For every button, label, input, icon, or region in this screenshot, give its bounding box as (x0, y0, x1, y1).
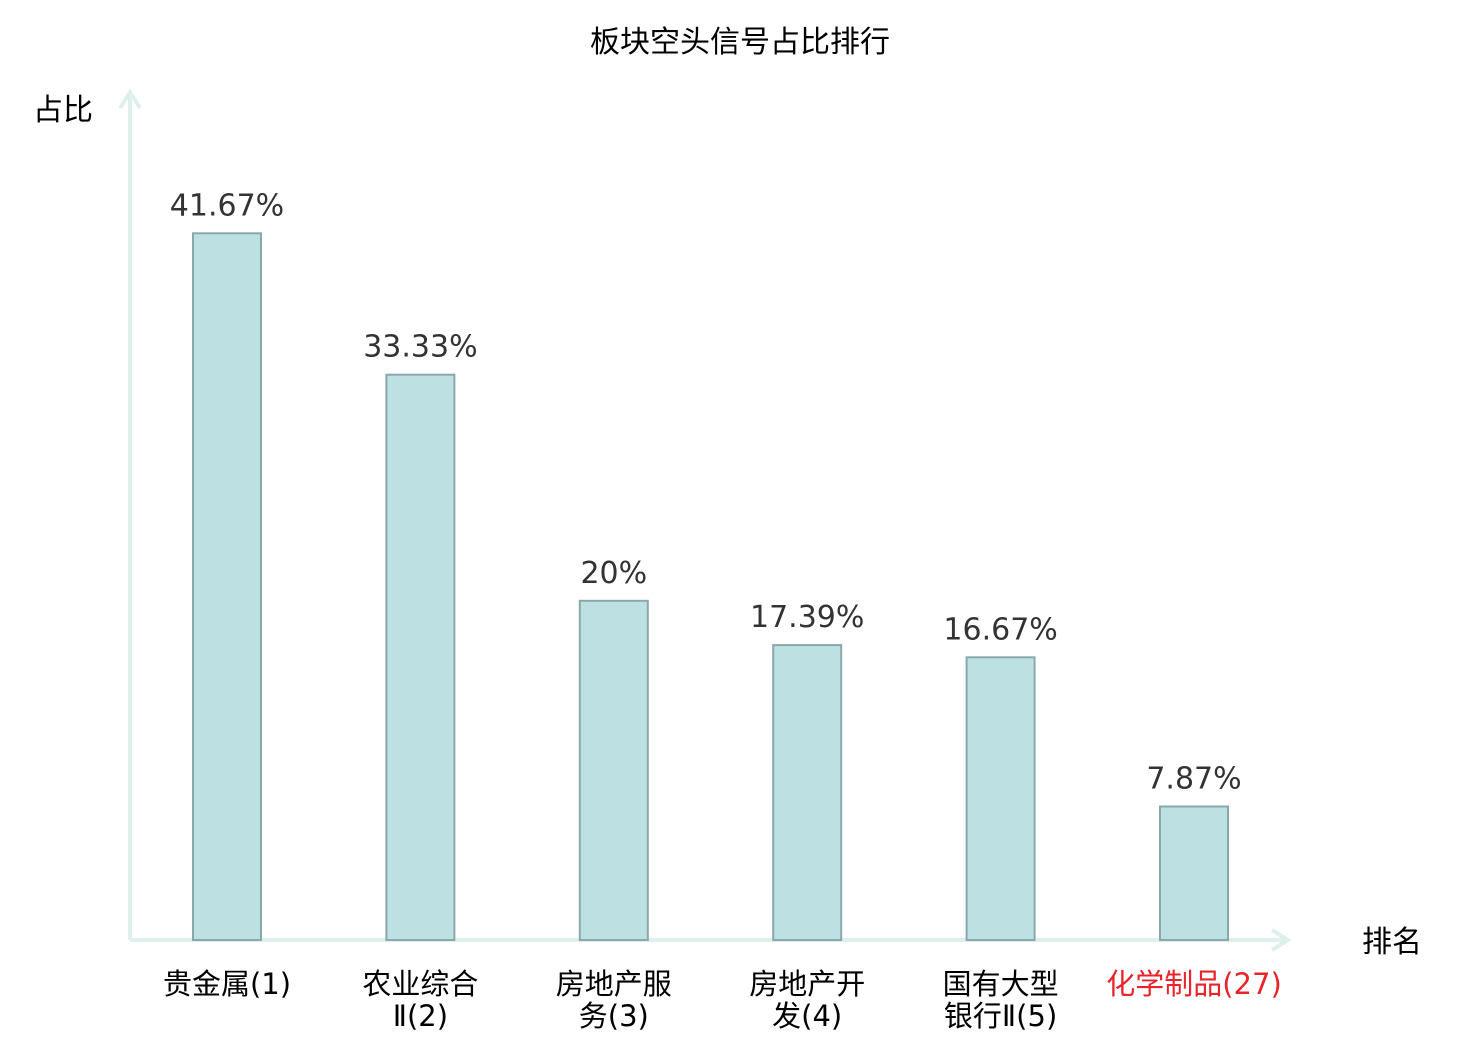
bar (192, 232, 262, 942)
x-axis-arrow-icon (1270, 928, 1292, 952)
bar (385, 373, 456, 941)
bar (772, 644, 843, 941)
x-tick-label: 化学制品(27) (1106, 967, 1282, 1001)
x-tick-label: 房地产开发(4) (749, 967, 865, 1033)
y-axis-arrow-icon (118, 88, 142, 110)
y-axis: 占比 (33, 88, 142, 940)
x-tick-label: 房地产服务(3) (556, 967, 672, 1033)
data-label: 20% (580, 556, 647, 591)
bar (1159, 805, 1229, 941)
value-labels: 41.67% 33.33% 20% 17.39% 16.67% 7.87% (170, 188, 1242, 796)
data-label: 16.67% (943, 612, 1057, 647)
data-label: 41.67% (170, 188, 284, 223)
x-tick-label: 国有大型银行Ⅱ(5) (943, 967, 1059, 1033)
x-tick-label: 贵金属(1) (163, 967, 291, 1001)
x-tick-label: 农业综合 Ⅱ(2) (362, 967, 478, 1033)
data-label: 17.39% (750, 600, 864, 635)
bar (578, 599, 649, 941)
y-axis-label: 占比 (33, 93, 93, 128)
bars (192, 232, 1229, 942)
chart-title: 板块空头信号占比排行 (590, 25, 890, 60)
bar (965, 656, 1036, 941)
category-labels: 贵金属(1) 农业综合 Ⅱ(2) 房地产服务(3) 房地产开发(4) 国有大型银行Ⅱ(5)… (163, 967, 1282, 1033)
x-axis-label: 排名 (1362, 925, 1422, 960)
data-label: 33.33% (363, 330, 477, 365)
x-axis: 排名 (130, 925, 1422, 960)
data-label: 7.87% (1146, 762, 1241, 797)
